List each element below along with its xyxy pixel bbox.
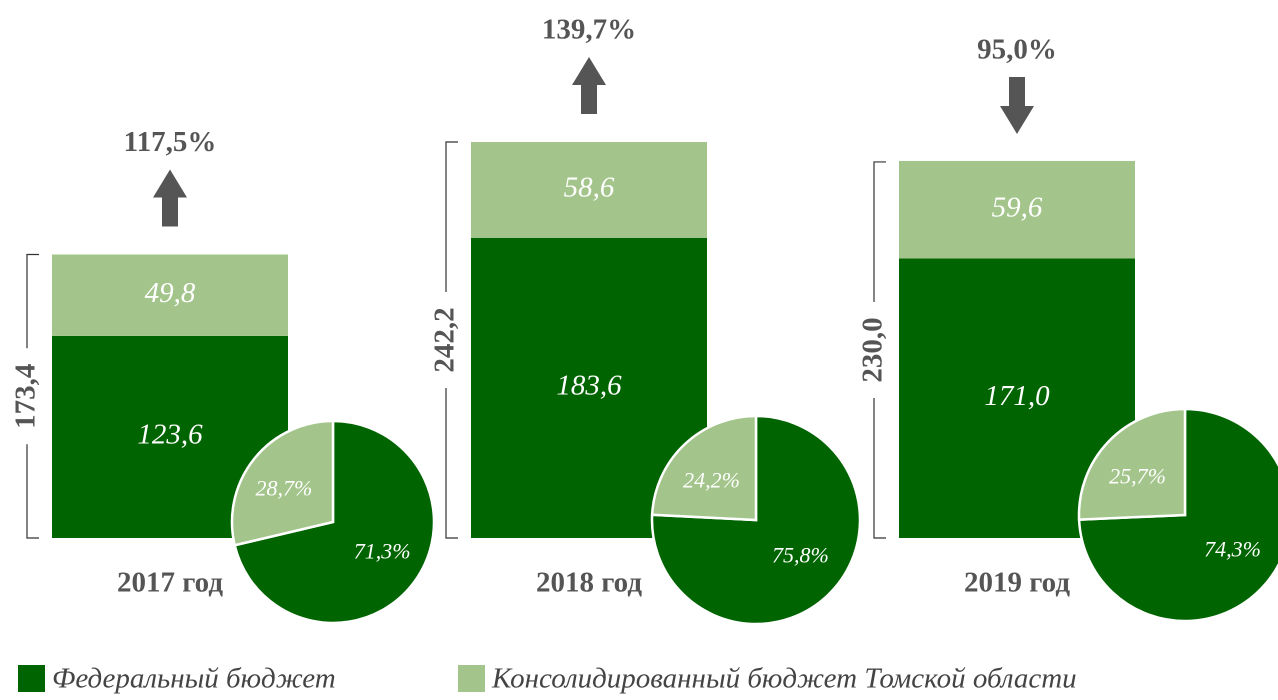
- legend-label: Консолидированный бюджет Томской области: [491, 663, 1077, 695]
- pie-label: 28,7%: [255, 476, 312, 501]
- pie-slice: [233, 419, 436, 625]
- bar-segment: [899, 160, 1135, 259]
- year-label: 2017 год: [117, 567, 223, 599]
- pie-slice: [650, 414, 758, 522]
- bracket-gap: [9, 348, 45, 445]
- total-label: 230,0: [857, 317, 889, 382]
- legend-swatch: [458, 665, 485, 692]
- segment-label: 183,6: [556, 370, 622, 402]
- pie-label: 24,2%: [683, 467, 740, 492]
- pie-label: 25,7%: [1109, 463, 1166, 488]
- growth-label: 95,0%: [977, 34, 1057, 66]
- growth-label: 139,7%: [542, 14, 636, 46]
- bracket-gap: [856, 301, 892, 398]
- segment-label: 171,0: [984, 380, 1050, 412]
- pie-label: 75,8%: [772, 543, 829, 568]
- pie-slice: [650, 414, 862, 626]
- pie-slice: [1077, 407, 1187, 521]
- segment-label: 59,6: [992, 191, 1043, 223]
- year-label: 2019 год: [964, 567, 1070, 599]
- segment-label: 49,8: [145, 277, 196, 309]
- bracket-gap: [428, 292, 464, 389]
- pie-label: 74,3%: [1204, 537, 1261, 562]
- bar-segment: [471, 142, 707, 238]
- pie-slice: [1077, 407, 1278, 623]
- segment-label: 58,6: [564, 172, 615, 204]
- legend-label: Федеральный бюджет: [52, 663, 336, 695]
- total-label: 242,2: [429, 307, 461, 372]
- growth-label: 117,5%: [124, 126, 217, 158]
- growth-arrow: [572, 57, 606, 115]
- segment-label: 123,6: [137, 419, 203, 451]
- bar-segment: [52, 254, 288, 336]
- year-label: 2018 год: [536, 567, 642, 599]
- total-label: 173,4: [10, 364, 42, 429]
- growth-arrow: [153, 169, 187, 227]
- pie-label: 71,3%: [354, 538, 411, 563]
- pie-slice: [230, 419, 335, 547]
- growth-arrow: [1000, 76, 1034, 134]
- legend-swatch: [18, 665, 45, 692]
